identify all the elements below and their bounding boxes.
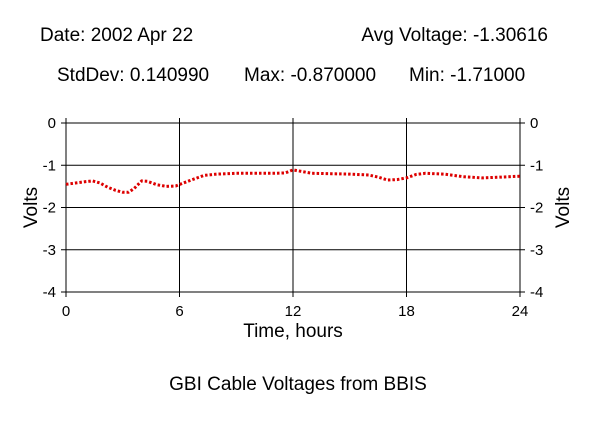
- y-tick-label-right: -3: [530, 242, 543, 259]
- y-tick-label-right: -1: [530, 157, 543, 174]
- x-tick-label: 18: [398, 303, 415, 320]
- y-tick-label-left: -2: [43, 200, 56, 217]
- header-date: Date: 2002 Apr 22: [40, 25, 194, 46]
- header-stddev: StdDev: 0.140990: [57, 65, 210, 86]
- chart-caption: GBI Cable Voltages from BBIS: [169, 374, 427, 395]
- x-tick-label: 6: [175, 303, 183, 320]
- y-axis-label-right: Volts: [553, 187, 574, 228]
- header-avg-voltage: Avg Voltage: -1.30616: [361, 25, 548, 46]
- x-tick-label: 12: [285, 303, 302, 320]
- y-axis-label-left: Volts: [21, 187, 42, 228]
- header-max: Max: -0.870000: [244, 65, 377, 86]
- y-tick-label-left: 0: [48, 115, 56, 132]
- y-tick-label-left: -4: [43, 284, 56, 301]
- y-tick-label-right: -4: [530, 284, 543, 301]
- y-tick-label-right: 0: [530, 115, 538, 132]
- x-tick-label: 24: [512, 303, 529, 320]
- x-axis-label: Time, hours: [243, 321, 343, 342]
- y-tick-label-right: -2: [530, 200, 543, 217]
- y-tick-label-left: -3: [43, 242, 56, 259]
- header-min: Min: -1.71000: [409, 65, 526, 86]
- y-tick-label-left: -1: [43, 157, 56, 174]
- x-tick-label: 0: [62, 303, 70, 320]
